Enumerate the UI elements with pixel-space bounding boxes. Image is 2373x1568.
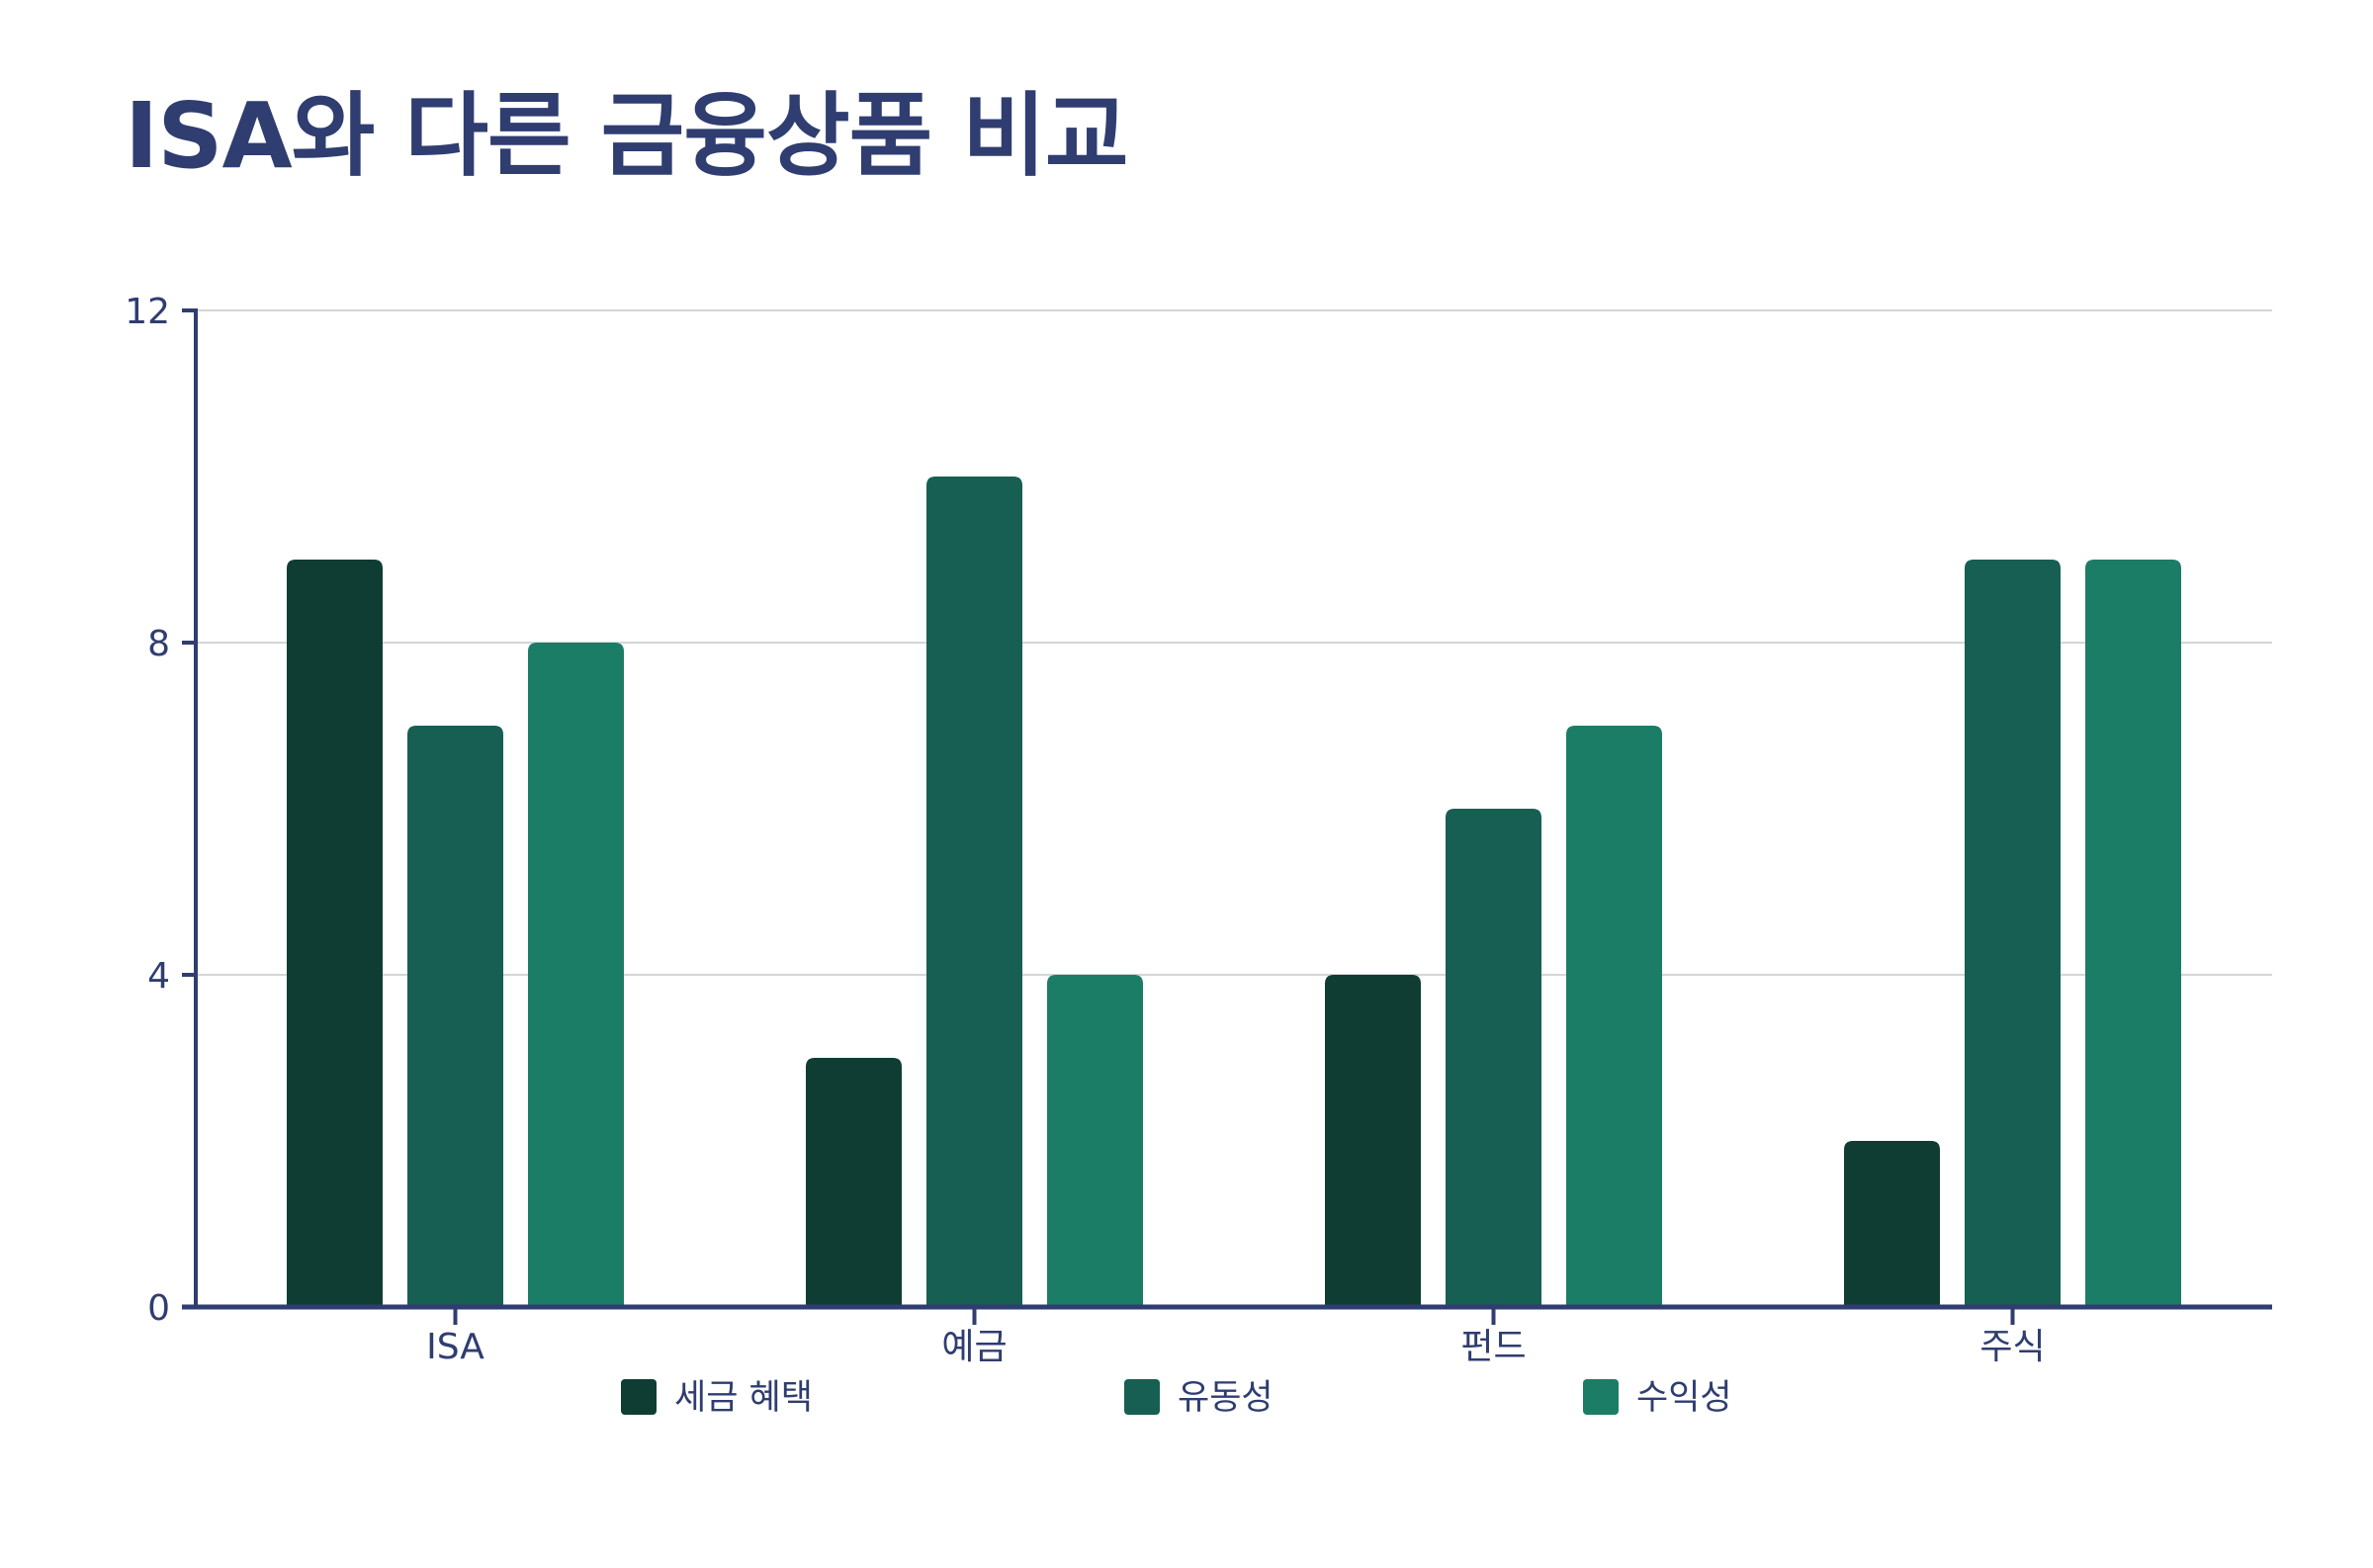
y-tick-label: 12	[125, 292, 170, 332]
legend-item-3: 수익성	[1583, 1378, 1732, 1418]
bars	[287, 477, 2181, 1307]
x-tick-label: ISA	[426, 1327, 484, 1367]
x-tick-label: 예금	[941, 1327, 1007, 1367]
bar-2-4	[1965, 560, 2061, 1307]
legend-label: 세금 혜택	[674, 1378, 813, 1418]
y-tick-label: 8	[147, 624, 170, 664]
bar-2-3	[1446, 809, 1541, 1307]
legend-swatch	[1124, 1379, 1160, 1415]
legend-item-2: 유동성	[1124, 1378, 1274, 1418]
x-tick-label: 주식	[1979, 1327, 2045, 1367]
bar-1-4	[1844, 1141, 1940, 1307]
legend-swatch	[621, 1379, 657, 1415]
bar-3-2	[1047, 975, 1143, 1307]
grid-lines	[196, 309, 2272, 976]
bar-1-3	[1325, 975, 1421, 1307]
y-tick-label: 0	[147, 1288, 170, 1329]
bar-3-3	[1566, 726, 1662, 1307]
axes	[182, 308, 2272, 1325]
bar-1-1	[287, 560, 383, 1307]
legend: 세금 혜택 유동성 수익성	[621, 1378, 1732, 1418]
legend-swatch	[1583, 1379, 1619, 1415]
x-tick-label: 펀드	[1460, 1327, 1526, 1367]
bar-2-1	[407, 726, 503, 1307]
bar-1-2	[806, 1058, 902, 1307]
chart-title: ISA와 다른 금융상품 비교	[125, 83, 1129, 189]
legend-label: 수익성	[1636, 1378, 1732, 1418]
bar-3-1	[528, 643, 624, 1307]
bar-2-2	[926, 477, 1022, 1307]
y-tick-label: 4	[147, 956, 170, 997]
bar-3-4	[2085, 560, 2181, 1307]
legend-item-1: 세금 혜택	[621, 1378, 813, 1418]
legend-label: 유동성	[1178, 1378, 1274, 1418]
tick-labels: 0 4 8 12 ISA 예금 펀드 주식	[125, 292, 2045, 1367]
